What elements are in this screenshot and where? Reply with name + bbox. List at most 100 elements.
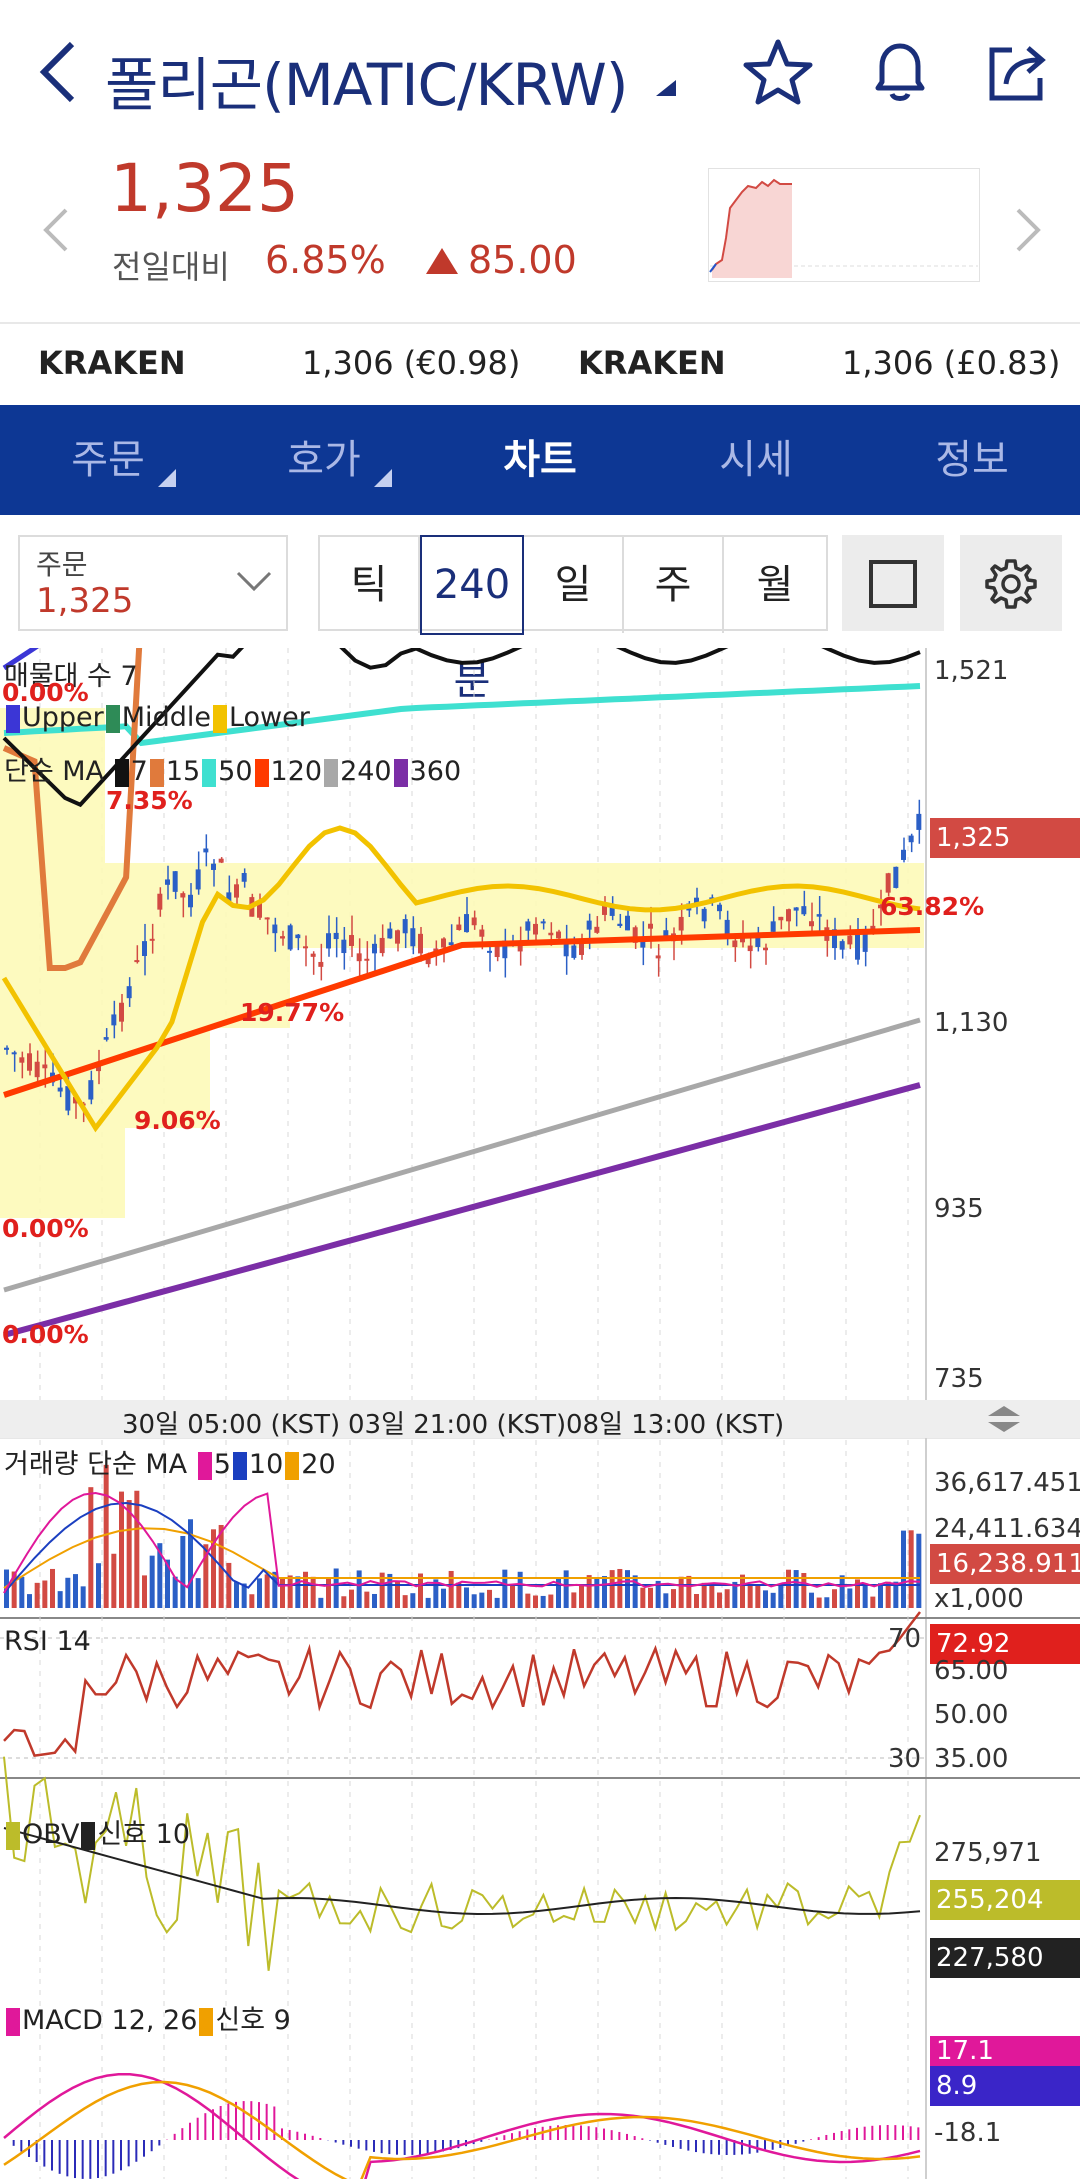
next-coin-icon[interactable] [1014,206,1044,254]
tab-orderbook[interactable]: 호가 [216,405,432,515]
tab-market[interactable]: 시세 [648,405,864,515]
tab-chart[interactable]: 차트 [432,405,648,515]
candle-body [402,919,408,934]
square-icon [869,560,917,608]
volume-bar [456,1582,462,1608]
volume-bar [885,1581,891,1608]
volume-bar [847,1588,853,1608]
settings-button[interactable] [960,535,1062,631]
candle-body [640,940,646,948]
candlesticks [4,799,922,1123]
candle-body [908,835,914,843]
legend-swatch [149,758,164,787]
candle-body [479,929,485,937]
candle-body [111,1014,117,1026]
candle-body [96,1065,101,1072]
volume-bar [732,1581,738,1608]
rsi-lower-line: 30 [888,1744,922,1774]
chevron-left-icon[interactable] [38,40,78,104]
coin-name: 폴리곤(MATIC/KRW) [105,51,628,119]
volume-bar [678,1576,684,1608]
volume-bar [349,1589,354,1608]
volume-bar [272,1571,278,1608]
volume-bar [341,1596,347,1608]
price-summary: 1,325 전일대비 6.85% 85.00 [0,150,1080,320]
candle-body [717,904,722,912]
price-axis-label: 1,521 [934,656,1009,686]
tab-order[interactable]: 주문 [0,405,216,515]
prev-coin-icon[interactable] [40,206,70,254]
star-icon[interactable] [742,38,814,106]
tab-info[interactable]: 정보 [864,405,1080,515]
tab-label: 시세 [719,437,793,483]
volume-bar [80,1586,86,1608]
volume-bar [96,1563,101,1608]
volume-bar [740,1574,745,1608]
bell-icon[interactable] [868,38,932,106]
candle-body [847,935,853,945]
up-triangle-icon [426,248,458,274]
volume-bar [487,1589,492,1608]
dropdown-caret-icon[interactable] [654,78,678,98]
vol-period: 10 [248,1449,284,1480]
tab-label: 호가 [287,437,361,483]
candle-body [609,907,615,916]
candle-body [295,934,301,939]
period-day[interactable]: 일 [524,537,624,633]
candle-body [586,920,592,930]
period-week[interactable]: 주 [624,537,724,633]
candle-body [333,932,339,940]
chart-area[interactable]: 매물대 수 7 Upper Middle Lower 단순 MA 7 15 50 120 2… [0,648,1080,2179]
volume-bar [188,1519,193,1608]
volume-bar [448,1570,454,1608]
candle-body [724,919,730,936]
chart-toolbar: 주문 1,325 틱 240분 일 주 월 [0,515,1080,704]
candle-body [218,858,224,863]
volume-bar [142,1575,147,1608]
profile-percent: 7.35% [106,786,193,815]
candle-body [395,930,400,944]
legend-swatch [202,758,217,787]
volume-bar [441,1588,446,1608]
order-selector[interactable]: 주문 1,325 [18,535,288,631]
volume-bar [878,1583,883,1608]
volume-bar [502,1569,508,1608]
candle-body [885,873,891,893]
candle-body [893,866,899,888]
main-tabs: 주문 호가 차트 시세 정보 [0,405,1080,515]
volume-bar [839,1575,845,1608]
volume-bar [709,1585,715,1608]
candle-body [571,945,577,958]
fullscreen-button[interactable] [842,535,944,631]
volume-bar [632,1575,638,1608]
legend-swatch [105,704,120,733]
legend-swatch [197,1451,212,1480]
period-tick[interactable]: 틱 [320,537,420,633]
legend-swatch [232,1451,247,1480]
candle-body [119,1002,124,1022]
intraday-sparkline [708,168,980,282]
vol-ma5-line [3,1491,921,1594]
lower-band [1,825,921,1133]
resize-handle-icon[interactable] [986,1404,1022,1434]
volume-bar [579,1585,584,1608]
macd-signal: 신호 9 [215,2005,291,2036]
volume-bar [571,1592,577,1608]
candle-body [157,893,163,910]
volume-axis-label: 36,617.451 [934,1468,1080,1498]
obv-signal: 신호 10 [97,1819,191,1850]
vol-ma10-line [3,1501,920,1594]
volume-bar [494,1597,500,1608]
candle-body [326,933,331,949]
share-icon[interactable] [984,38,1052,106]
legend-swatch [285,1451,300,1480]
page-title[interactable]: 폴리곤(MATIC/KRW) [105,38,628,122]
volume-bar [126,1500,132,1608]
period-month[interactable]: 월 [756,562,794,608]
volume-bar [717,1592,722,1608]
volume-bar [916,1533,922,1608]
period-240min[interactable]: 240분 [420,535,524,704]
volume-bar [180,1536,186,1608]
candle-body [226,892,232,902]
exchange-prices: KRAKEN 1,306 (€0.98) KRAKEN 1,306 (£0.83… [0,322,1080,406]
